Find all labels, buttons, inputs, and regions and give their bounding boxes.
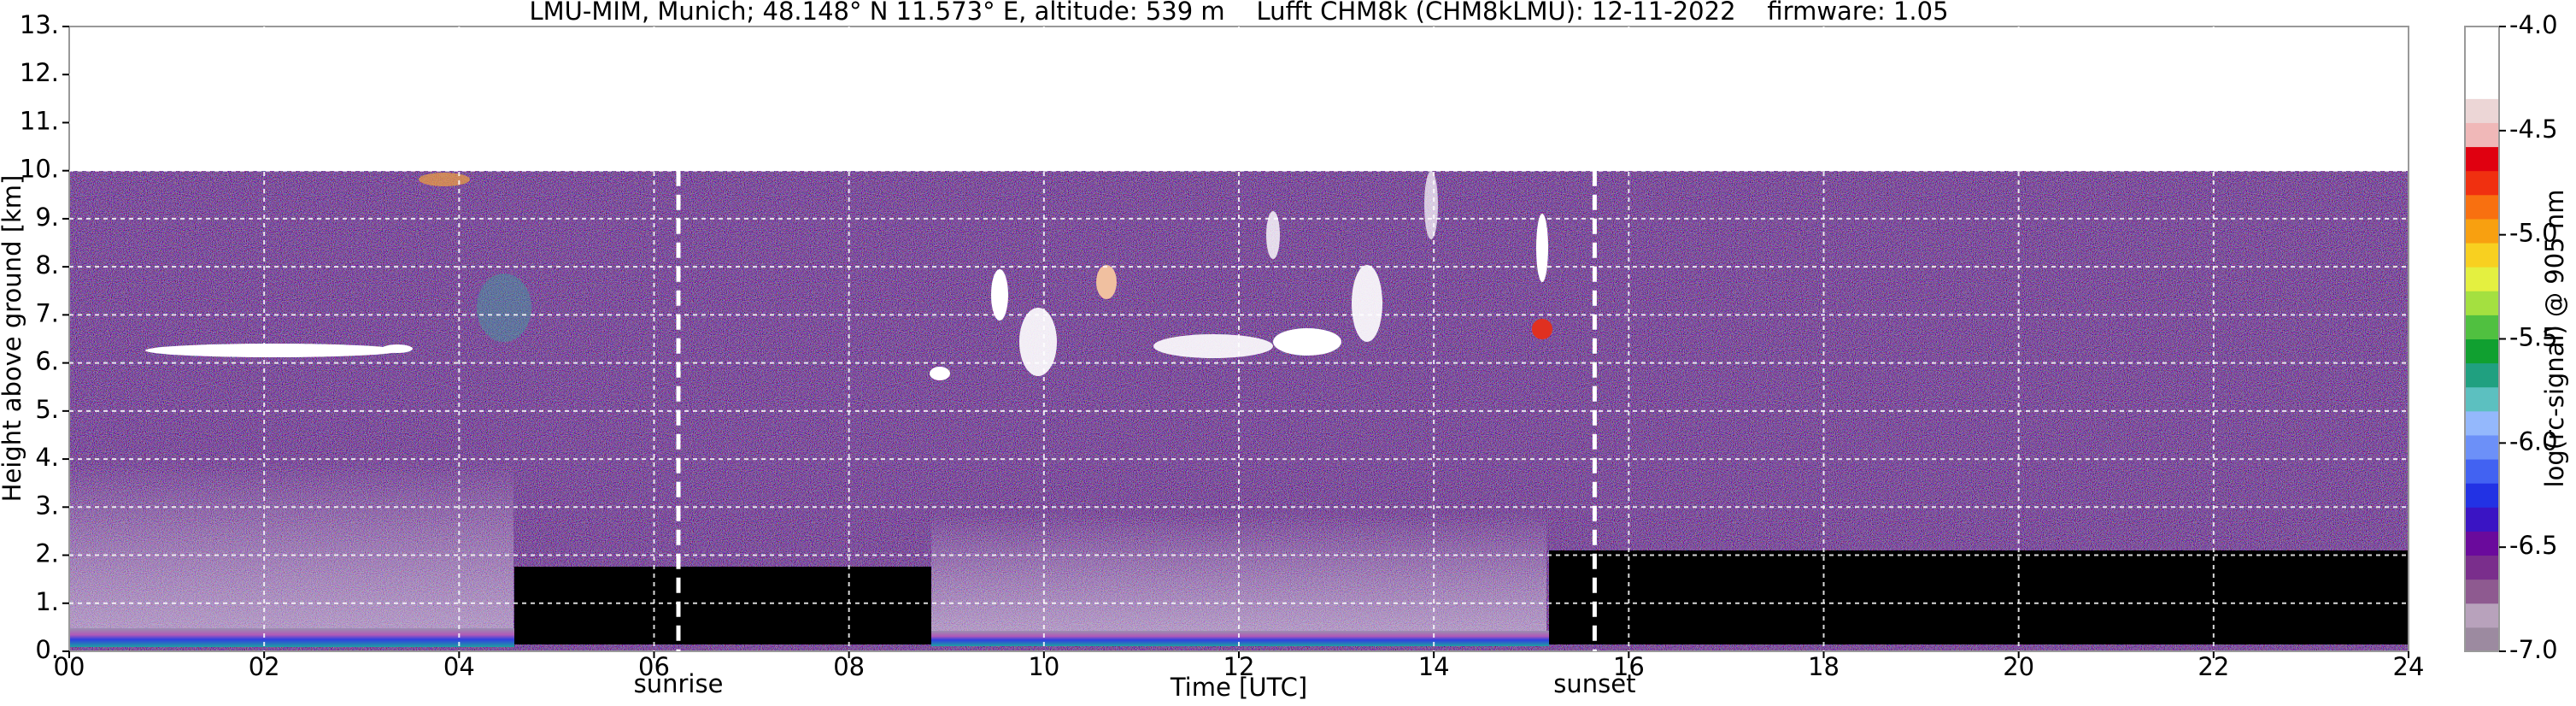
colorbar-segment (2465, 483, 2499, 508)
x-tick-label: 12 (1223, 652, 1255, 681)
x-tick-label: 08 (833, 652, 865, 681)
colorbar-segment (2465, 531, 2499, 556)
x-tick-label: 02 (249, 652, 280, 681)
y-tick-label: 5. (35, 395, 59, 424)
y-tick-label: 9. (35, 203, 59, 232)
y-tick-label: 4. (35, 443, 59, 472)
x-tick-label: 22 (2198, 652, 2229, 681)
colorbar-segment (2465, 122, 2499, 148)
colorbar-segment (2465, 315, 2499, 339)
chart-title: LMU-MIM, Munich; 48.148° N 11.573° E, al… (529, 0, 1948, 26)
colorbar-segment (2465, 603, 2499, 628)
x-tick-label: 24 (2393, 652, 2425, 681)
colorbar-tick-label: -4.5 (2509, 115, 2558, 144)
y-tick-label: 2. (35, 539, 59, 568)
y-tick-label: 6. (35, 347, 59, 376)
y-tick-label: 7. (35, 298, 59, 327)
colorbar-segment (2465, 146, 2499, 172)
x-tick-label: 18 (1808, 652, 1840, 681)
colorbar-segment (2465, 410, 2499, 436)
x-tick-label: 16 (1613, 652, 1645, 681)
colorbar-segment (2465, 579, 2499, 604)
colorbar-segment (2465, 459, 2499, 484)
x-tick-label: 04 (443, 652, 475, 681)
y-tick-label: 8. (35, 250, 59, 279)
colorbar-segment (2465, 50, 2499, 75)
colorbar-tick-label: -5.0 (2509, 219, 2558, 248)
colorbar-segment (2465, 434, 2499, 460)
colorbar-tick-label: -6.5 (2509, 531, 2558, 560)
colorbar-tick-label: -4.0 (2509, 10, 2558, 39)
colorbar-segment (2465, 555, 2499, 580)
colorbar-segment (2465, 218, 2499, 244)
colorbar-segment (2465, 267, 2499, 291)
colorbar-tick-label: -5.5 (2509, 323, 2558, 352)
y-tick-label: 1. (35, 587, 59, 616)
colorbar-segment (2465, 243, 2499, 268)
colorbar-segment (2465, 98, 2499, 123)
colorbar-tick-label: -7.0 (2509, 635, 2558, 664)
x-tick-label: 06 (638, 652, 670, 681)
y-tick-label: 10. (20, 155, 59, 184)
y-tick-label: 13. (20, 10, 59, 39)
colorbar-segment (2465, 338, 2499, 364)
colorbar-segment (2465, 507, 2499, 532)
colorbar-label: log(rc-signal) @ 905 nm (2540, 190, 2569, 488)
y-tick-label: 11. (20, 106, 59, 135)
x-axis-label: Time [UTC] (1170, 673, 1307, 702)
sun-event-label: sunset (1553, 669, 1635, 698)
colorbar-segment (2465, 386, 2499, 412)
y-tick-label: 0. (35, 635, 59, 664)
colorbar-segment (2465, 26, 2499, 51)
x-tick-label: 10 (1028, 652, 1059, 681)
y-tick-label: 12. (20, 58, 59, 87)
colorbar-segment (2465, 170, 2499, 196)
colorbar-segment (2465, 362, 2499, 388)
x-tick-label: 20 (2003, 652, 2034, 681)
y-tick-label: 3. (35, 491, 59, 520)
colorbar-segment (2465, 291, 2499, 315)
x-tick-label: 00 (54, 652, 85, 681)
colorbar-tick-label: -6.0 (2509, 427, 2558, 456)
colorbar-segment (2465, 627, 2499, 652)
sun-event-label: sunrise (634, 669, 724, 698)
y-axis-label: Height above ground [km] (0, 175, 26, 503)
colorbar-segment (2465, 194, 2499, 220)
x-tick-label: 14 (1418, 652, 1450, 681)
colorbar-segment (2465, 74, 2499, 99)
